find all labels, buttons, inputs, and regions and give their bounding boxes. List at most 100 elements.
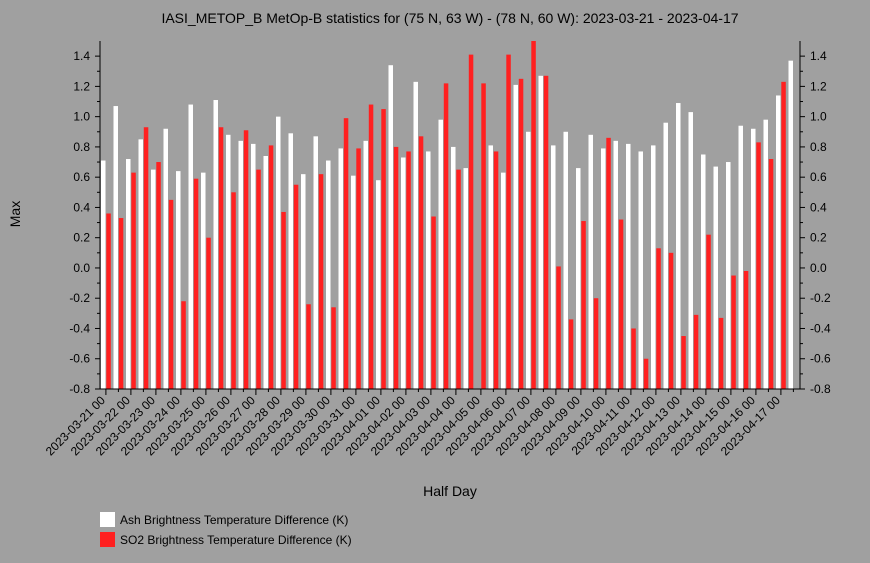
bar-ash <box>613 140 618 389</box>
bar-so2 <box>618 219 624 389</box>
bar-so2 <box>156 162 161 389</box>
bar-so2 <box>468 54 474 390</box>
bars-group <box>101 41 793 390</box>
y-tick-label-left: -0.2 <box>69 291 90 305</box>
bar-so2 <box>256 169 261 389</box>
bar-ash <box>363 140 368 389</box>
bar-ash <box>201 172 206 389</box>
bar-so2 <box>518 78 524 389</box>
bar-ash <box>126 159 131 389</box>
axes-group: -0.8 -0.8 -0.6 -0.6 -0.4 -0.4 -0.2 -0.2 0.0 0.0 0.… <box>43 41 831 458</box>
bar-ash <box>788 60 793 390</box>
bar-ash <box>726 162 731 389</box>
bar-so2 <box>193 178 199 389</box>
bar-so2 <box>718 317 724 389</box>
y-tick-label-left: 0.8 <box>73 140 90 154</box>
bar-so2 <box>343 118 349 390</box>
y-tick-label-right: 1.2 <box>810 79 827 93</box>
bar-so2 <box>206 237 211 389</box>
bar-so2 <box>531 41 536 389</box>
x-axis-label: Half Day <box>423 483 477 499</box>
bar-so2 <box>406 151 411 389</box>
bar-so2 <box>456 169 461 389</box>
y-tick-label-right: 1.0 <box>810 110 827 124</box>
bar-so2 <box>493 151 499 389</box>
y-tick-label-left: 0.0 <box>73 261 90 275</box>
bar-so2 <box>706 234 711 389</box>
bar-so2 <box>231 192 236 389</box>
bar-ash <box>238 140 243 389</box>
bar-ash <box>376 180 381 389</box>
bar-so2 <box>418 136 424 389</box>
bar-so2 <box>668 252 674 389</box>
y-axis-label: Max <box>7 201 23 227</box>
bar-ash <box>738 125 743 389</box>
bar-ash <box>326 160 331 389</box>
bar-so2 <box>431 216 436 389</box>
bar-so2 <box>543 75 549 390</box>
bar-so2 <box>756 142 761 389</box>
bar-ash <box>588 134 593 389</box>
bar-ash <box>463 168 468 389</box>
y-tick-label-right: -0.8 <box>810 382 831 396</box>
bar-so2 <box>681 336 686 389</box>
bar-ash <box>701 154 706 389</box>
bar-so2 <box>181 301 186 389</box>
bar-so2 <box>218 127 224 390</box>
bar-ash <box>188 104 193 390</box>
bar-so2 <box>643 358 649 389</box>
bar-ash <box>113 106 118 389</box>
bar-so2 <box>106 213 111 389</box>
bar-so2 <box>306 304 311 389</box>
bar-so2 <box>381 109 386 389</box>
bar-ash <box>426 151 431 389</box>
bar-so2 <box>656 248 661 389</box>
bar-so2 <box>631 328 636 389</box>
bar-ash <box>151 169 156 389</box>
bar-ash <box>176 171 181 389</box>
bar-so2 <box>593 298 599 389</box>
bar-so2 <box>168 199 174 389</box>
y-tick-label-left: 0.2 <box>73 231 90 245</box>
bar-ash <box>163 128 168 389</box>
bar-ash <box>413 81 418 389</box>
bar-so2 <box>743 270 749 389</box>
bar-ash <box>251 143 256 389</box>
bar-so2 <box>506 54 511 390</box>
y-tick-label-right: 0.8 <box>810 140 827 154</box>
bar-so2 <box>368 104 374 390</box>
bar-ash <box>626 143 631 389</box>
y-tick-label-right: 1.4 <box>810 49 827 63</box>
bar-ash <box>488 145 493 389</box>
bar-ash <box>138 139 143 389</box>
y-tick-label-left: 1.4 <box>73 49 90 63</box>
bar-ash <box>388 65 393 390</box>
chart-title: IASI_METOP_B MetOp-B statistics for (75 … <box>161 10 738 26</box>
bar-so2 <box>131 172 136 389</box>
y-tick-label-right: -0.2 <box>810 291 831 305</box>
bar-so2 <box>606 137 611 389</box>
y-tick-label-right: -0.4 <box>810 321 831 335</box>
bar-ash <box>551 145 556 389</box>
bar-ash <box>351 175 356 389</box>
y-tick-label-left: -0.6 <box>69 352 90 366</box>
bar-so2 <box>331 307 336 389</box>
bar-ash <box>576 168 581 389</box>
bar-ash <box>563 131 568 389</box>
bar-so2 <box>781 81 786 389</box>
bar-so2 <box>356 148 361 389</box>
y-tick-label-left: 1.2 <box>73 79 90 93</box>
bar-ash <box>226 134 231 389</box>
bar-ash <box>688 112 693 390</box>
bar-so2 <box>693 314 699 389</box>
bar-ash <box>101 160 106 389</box>
legend-item-ash: Ash Brightness Temperature Difference (K… <box>100 512 348 527</box>
bar-so2 <box>243 130 249 389</box>
bar-ash <box>213 100 218 389</box>
bar-ash <box>401 157 406 389</box>
bar-so2 <box>731 275 736 389</box>
y-tick-label-left: 1.0 <box>73 110 90 124</box>
bar-so2 <box>481 83 486 390</box>
bar-ash <box>638 151 643 389</box>
